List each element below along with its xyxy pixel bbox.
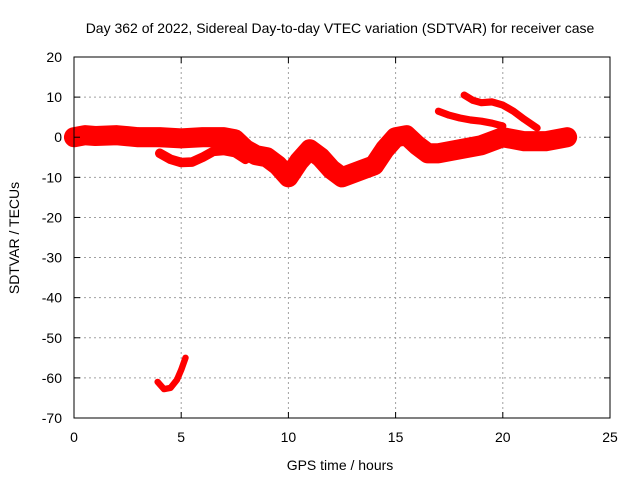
- y-tick-label-5: -20: [42, 209, 62, 225]
- y-tick-label-4: -30: [42, 250, 62, 266]
- series-lower-arc: [155, 145, 251, 168]
- x-tick-label-3: 15: [388, 429, 404, 445]
- y-tick-label-3: -40: [42, 290, 62, 306]
- y-tick-label-8: 10: [46, 89, 62, 105]
- x-tick-label-2: 10: [281, 429, 297, 445]
- x-tick-label-4: 20: [495, 429, 511, 445]
- x-axis-label: GPS time / hours: [287, 457, 394, 473]
- plot-frame: [73, 56, 611, 419]
- x-tick-label-5: 25: [602, 429, 618, 445]
- y-tick-label-1: -60: [42, 370, 62, 386]
- series-layer: [63, 91, 578, 393]
- x-tick-label-1: 5: [177, 429, 185, 445]
- y-tick-label-2: -50: [42, 330, 62, 346]
- y-axis-label: SDTVAR / TECUs: [6, 182, 22, 294]
- y-tick-label-7: 0: [54, 129, 62, 145]
- chart-title: Day 362 of 2022, Sidereal Day-to-day VTE…: [86, 20, 595, 36]
- series-upper-track-a: [434, 107, 507, 130]
- y-tick-label-6: -10: [42, 169, 62, 185]
- series-deep-arc: [154, 354, 189, 393]
- x-tick-label-0: 0: [70, 429, 78, 445]
- series-upper-track-b: [460, 91, 541, 132]
- axis-ticks: 0 5 10 15 20 25 -70 -60 -50 -40 -30 -20 -10 0 10 20: [42, 49, 618, 445]
- y-tick-label-0: -70: [42, 410, 62, 426]
- y-tick-label-9: 20: [46, 49, 62, 65]
- series-main-track: [63, 125, 578, 188]
